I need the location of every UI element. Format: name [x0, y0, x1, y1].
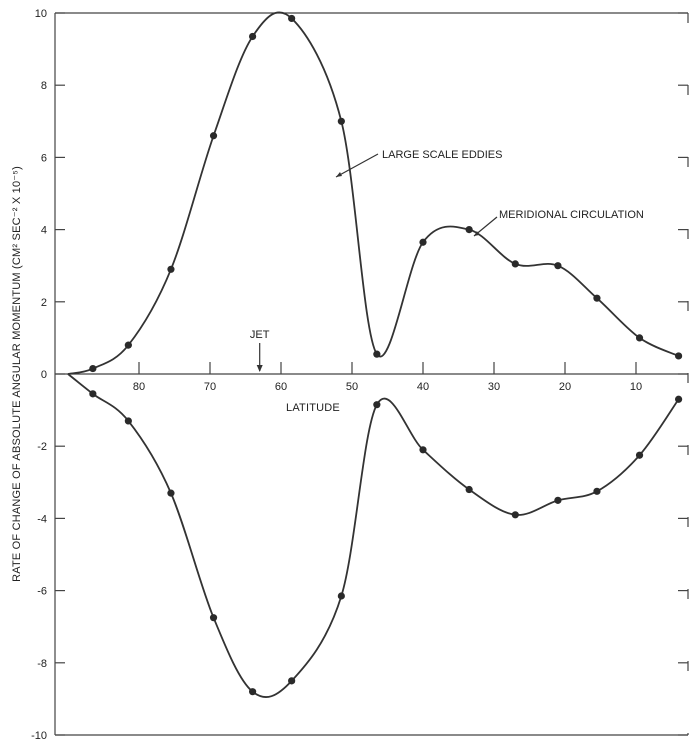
- y-tick-label: -10: [31, 730, 47, 742]
- y-tick-label: -4: [37, 513, 47, 525]
- y-tick-label: -6: [37, 586, 47, 598]
- y-tick-label: 4: [41, 225, 47, 237]
- data-point: [373, 401, 381, 409]
- data-point: [465, 226, 473, 234]
- x-tick-label: 30: [488, 381, 500, 393]
- data-point: [288, 677, 296, 685]
- annotation-large-scale-eddies: LARGE SCALE EDDIES: [382, 149, 502, 161]
- data-point: [249, 32, 257, 41]
- y-tick-label: 10: [35, 8, 47, 20]
- series-layer: [67, 11, 680, 698]
- data-point: [511, 260, 519, 268]
- data-point: [337, 592, 345, 600]
- y-tick-label: -8: [37, 658, 47, 670]
- data-point: [288, 14, 296, 23]
- x-tick-label: 80: [133, 381, 145, 393]
- x-tick-label: 70: [204, 381, 216, 393]
- data-point: [124, 341, 132, 349]
- data-point: [373, 350, 381, 358]
- data-point: [635, 451, 644, 459]
- data-point: [124, 417, 132, 425]
- data-point: [89, 364, 97, 373]
- data-point: [419, 238, 427, 246]
- y-tick-label: 6: [41, 152, 47, 164]
- data-point: [675, 352, 683, 360]
- x-tick-label: 50: [346, 381, 358, 393]
- data-point: [593, 294, 601, 302]
- jet-arrowhead: [256, 365, 263, 372]
- y-tick-label: -2: [37, 441, 47, 453]
- y-tick-label: 2: [41, 297, 47, 309]
- data-point: [465, 485, 473, 494]
- y-tick-label: 8: [41, 80, 47, 92]
- data-point: [419, 446, 427, 454]
- annotation-jet: JET: [250, 329, 270, 341]
- data-point: [167, 265, 175, 273]
- data-point: [337, 117, 345, 125]
- annotation-arrowhead: [336, 172, 342, 177]
- annotation-meridional-circulation: MERIDIONAL CIRCULATION: [499, 209, 644, 221]
- x-tick-label: 60: [275, 381, 287, 393]
- plot-frame: [54, 12, 689, 736]
- x-tick-label: 40: [417, 381, 429, 393]
- data-point: [635, 334, 644, 342]
- x-tick-label: 20: [559, 381, 571, 393]
- data-point: [89, 390, 97, 398]
- data-point: [554, 496, 562, 504]
- annotation-arrowhead: [474, 231, 479, 236]
- data-point: [209, 614, 218, 622]
- data-point: [249, 688, 257, 696]
- y-tick-label: 0: [41, 369, 47, 381]
- annotation-leader: [335, 153, 379, 178]
- data-point: [554, 262, 562, 270]
- data-point: [675, 395, 683, 403]
- points-layer: [89, 14, 683, 696]
- x-axis-title: LATITUDE: [286, 402, 340, 414]
- data-point: [593, 487, 601, 495]
- series-line-meridional-circulation: [67, 11, 679, 375]
- x-tick-label: 10: [630, 381, 642, 393]
- data-point: [209, 132, 218, 140]
- x-axis: 80706050403020100: [133, 362, 642, 393]
- annotations-layer: LARGE SCALE EDDIES MERIDIONAL CIRCULATION…: [250, 149, 644, 372]
- y-axis-title: RATE OF CHANGE OF ABSOLUTE ANGULAR MOMEN…: [11, 166, 23, 582]
- data-point: [167, 489, 175, 497]
- series-line-large-scale-eddies: [67, 373, 680, 698]
- data-point: [511, 511, 519, 519]
